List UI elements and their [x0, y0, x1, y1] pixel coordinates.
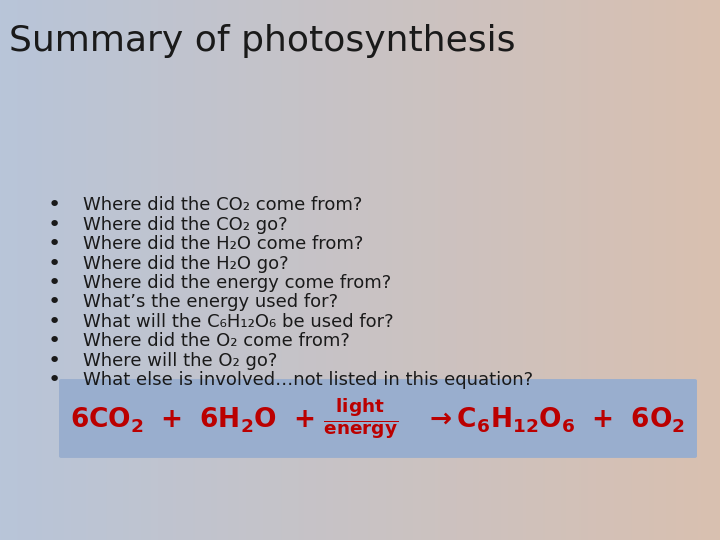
Text: •: • — [48, 273, 60, 293]
Text: Where will the O₂ go?: Where will the O₂ go? — [83, 352, 277, 370]
Text: •: • — [48, 253, 60, 274]
Text: •: • — [48, 370, 60, 390]
Text: •: • — [48, 292, 60, 313]
Text: •: • — [48, 350, 60, 371]
Text: What will the C₆H₁₂O₆ be used for?: What will the C₆H₁₂O₆ be used for? — [83, 313, 393, 331]
Text: Where did the CO₂ go?: Where did the CO₂ go? — [83, 215, 287, 234]
FancyBboxPatch shape — [59, 379, 697, 458]
Text: •: • — [48, 195, 60, 215]
Text: •: • — [48, 312, 60, 332]
Text: Where did the H₂O go?: Where did the H₂O go? — [83, 254, 289, 273]
Text: •: • — [48, 234, 60, 254]
Text: Summary of photosynthesis: Summary of photosynthesis — [9, 24, 516, 58]
Text: Where did the O₂ come from?: Where did the O₂ come from? — [83, 332, 350, 350]
Text: •: • — [48, 214, 60, 235]
Text: •: • — [48, 331, 60, 352]
Text: Where did the energy come from?: Where did the energy come from? — [83, 274, 391, 292]
Text: Where did the CO₂ come from?: Where did the CO₂ come from? — [83, 196, 362, 214]
Text: What’s the energy used for?: What’s the energy used for? — [83, 293, 338, 312]
Text: Where did the H₂O come from?: Where did the H₂O come from? — [83, 235, 363, 253]
Text: What else is involved…not listed in this equation?: What else is involved…not listed in this… — [83, 371, 533, 389]
Text: $\mathbf{6CO_2}$  $\mathbf{+}$  $\mathbf{6H_2O}$  $\mathbf{+}$ $\mathbf{\frac{li: $\mathbf{6CO_2}$ $\mathbf{+}$ $\mathbf{6… — [71, 396, 685, 441]
